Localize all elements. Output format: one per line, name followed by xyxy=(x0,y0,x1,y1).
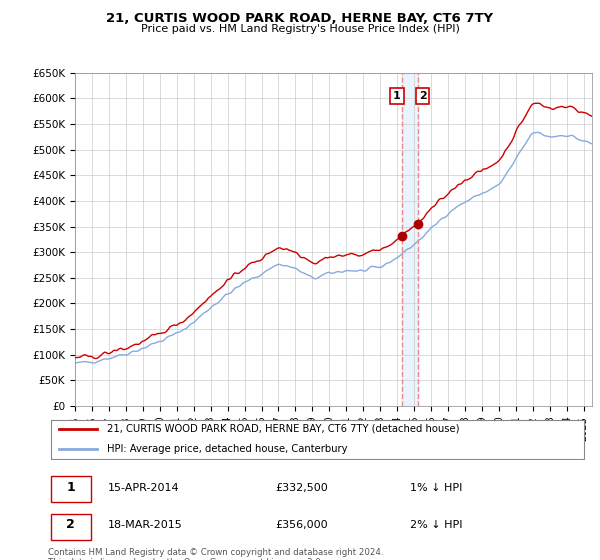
Text: £356,000: £356,000 xyxy=(275,520,328,530)
Text: £332,500: £332,500 xyxy=(275,483,328,493)
Text: 2: 2 xyxy=(419,91,427,101)
Text: 21, CURTIS WOOD PARK ROAD, HERNE BAY, CT6 7TY (detached house): 21, CURTIS WOOD PARK ROAD, HERNE BAY, CT… xyxy=(107,424,460,434)
Text: 21, CURTIS WOOD PARK ROAD, HERNE BAY, CT6 7TY: 21, CURTIS WOOD PARK ROAD, HERNE BAY, CT… xyxy=(106,12,494,25)
Text: 18-MAR-2015: 18-MAR-2015 xyxy=(107,520,182,530)
Text: Price paid vs. HM Land Registry's House Price Index (HPI): Price paid vs. HM Land Registry's House … xyxy=(140,24,460,34)
Text: 15-APR-2014: 15-APR-2014 xyxy=(107,483,179,493)
Text: Contains HM Land Registry data © Crown copyright and database right 2024.
This d: Contains HM Land Registry data © Crown c… xyxy=(48,548,383,560)
Text: 2% ↓ HPI: 2% ↓ HPI xyxy=(410,520,463,530)
Text: HPI: Average price, detached house, Canterbury: HPI: Average price, detached house, Cant… xyxy=(107,444,348,454)
Text: 1: 1 xyxy=(393,91,401,101)
Text: 1: 1 xyxy=(67,481,75,494)
Text: 2: 2 xyxy=(67,519,75,531)
Bar xyxy=(402,73,418,406)
FancyBboxPatch shape xyxy=(50,514,91,539)
Text: 1% ↓ HPI: 1% ↓ HPI xyxy=(410,483,462,493)
FancyBboxPatch shape xyxy=(50,476,91,502)
FancyBboxPatch shape xyxy=(50,420,584,459)
